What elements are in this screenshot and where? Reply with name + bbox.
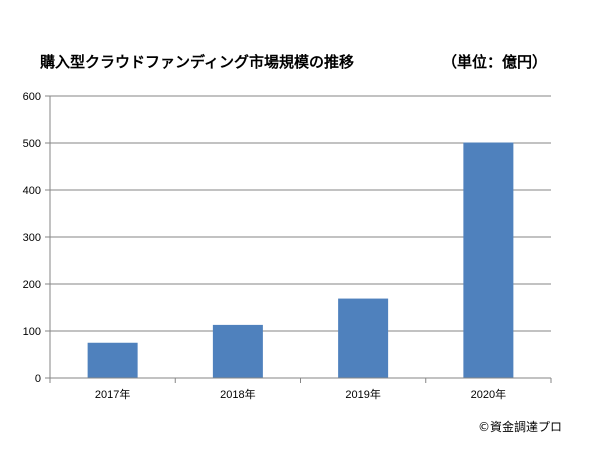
x-tick-label: 2019年 (345, 387, 380, 401)
x-tick-label: 2018年 (220, 387, 255, 401)
bar-2019年 (338, 298, 389, 378)
x-tick-label: 2020年 (471, 387, 506, 401)
x-tick-label: 2017年 (95, 387, 130, 401)
chart-unit-label: （単位：億円） (442, 53, 548, 71)
y-tick-label: 500 (23, 138, 41, 150)
y-tick-label: 300 (23, 232, 41, 244)
y-tick-label: 100 (23, 326, 41, 338)
bars (87, 142, 514, 378)
copyright-text: ©資金調達プロ (478, 420, 563, 434)
y-axis-ticks: 0 100 200 300 400 500 600 (23, 91, 50, 385)
y-tick-label: 600 (23, 91, 41, 103)
x-axis-ticks: 2017年 2018年 2019年 2020年 (49, 378, 552, 401)
y-tick-label: 200 (23, 279, 41, 291)
chart-title: 購入型クラウドファンディング市場規模の推移 (40, 53, 354, 71)
bar-2017年 (87, 342, 138, 378)
y-tick-label: 0 (35, 373, 41, 385)
bar-2018年 (212, 324, 263, 378)
y-tick-label: 400 (23, 185, 41, 197)
bar-2020年 (463, 142, 514, 378)
